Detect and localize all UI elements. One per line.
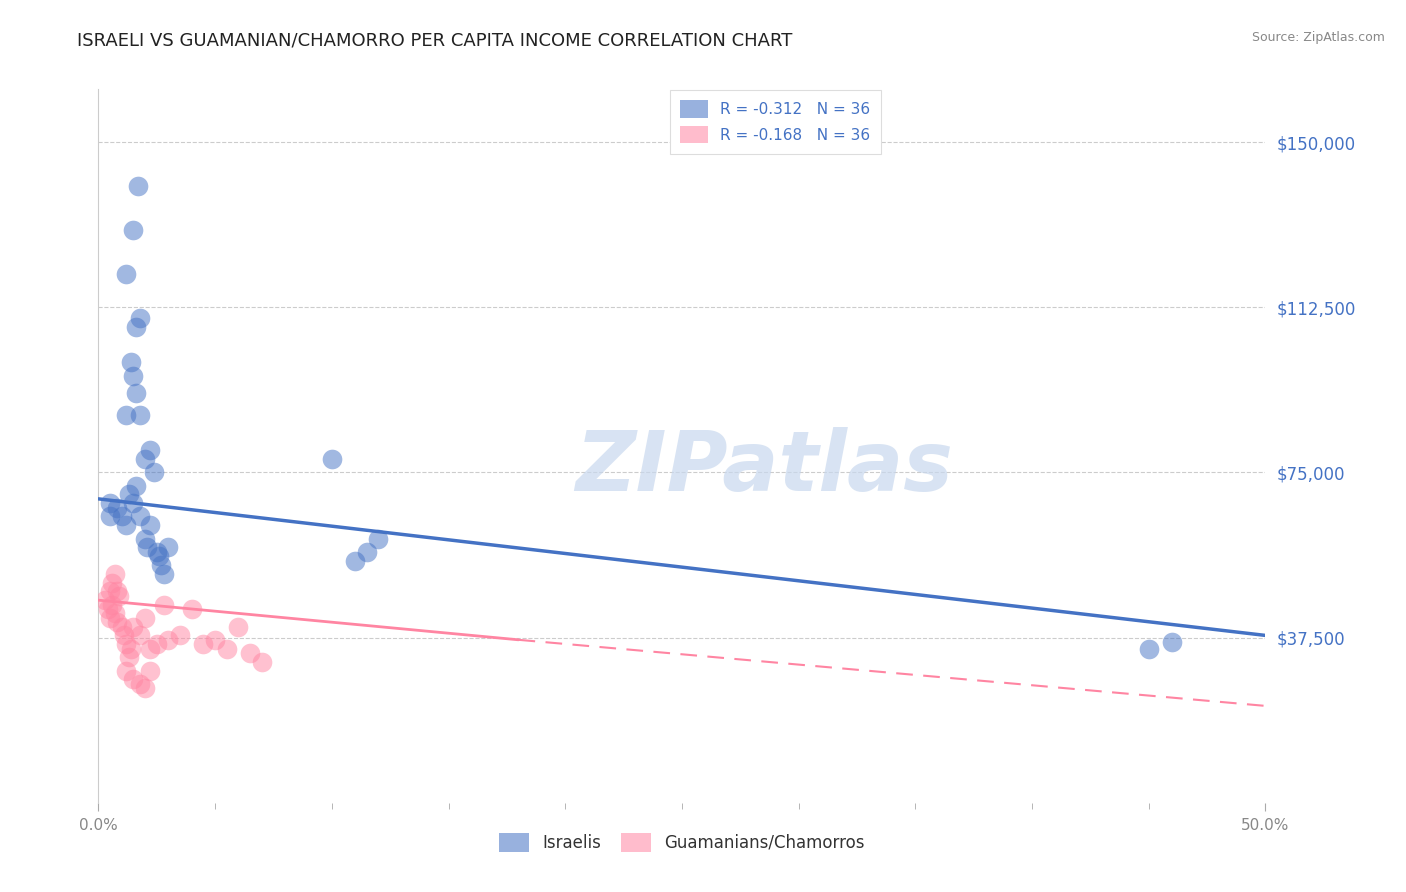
- Point: [204, 632, 226, 647]
- Text: ZIPatlas: ZIPatlas: [575, 427, 952, 508]
- Point: [239, 646, 262, 660]
- Point: [125, 478, 148, 492]
- Point: [228, 619, 250, 633]
- Point: [101, 598, 124, 612]
- Point: [152, 598, 174, 612]
- Point: [122, 368, 145, 383]
- Point: [136, 541, 159, 555]
- Point: [146, 637, 169, 651]
- Point: [157, 632, 180, 647]
- Point: [118, 487, 141, 501]
- Point: [321, 452, 343, 467]
- Point: [1137, 641, 1160, 656]
- Point: [169, 628, 191, 642]
- Text: Source: ZipAtlas.com: Source: ZipAtlas.com: [1251, 31, 1385, 45]
- Point: [98, 509, 121, 524]
- Point: [139, 664, 162, 678]
- Point: [134, 611, 156, 625]
- Point: [215, 641, 238, 656]
- Point: [115, 408, 138, 422]
- Point: [104, 566, 127, 581]
- Point: [97, 602, 120, 616]
- Point: [105, 500, 128, 515]
- Point: [112, 628, 135, 642]
- Point: [129, 311, 152, 326]
- Point: [118, 650, 141, 665]
- Point: [122, 673, 145, 687]
- Point: [98, 611, 121, 625]
- Point: [152, 566, 174, 581]
- Point: [120, 355, 142, 369]
- Point: [134, 532, 156, 546]
- Point: [105, 615, 128, 630]
- Point: [108, 589, 131, 603]
- Point: [134, 681, 156, 696]
- Point: [344, 553, 367, 567]
- Point: [125, 386, 148, 401]
- Text: ISRAELI VS GUAMANIAN/CHAMORRO PER CAPITA INCOME CORRELATION CHART: ISRAELI VS GUAMANIAN/CHAMORRO PER CAPITA…: [77, 31, 793, 49]
- Point: [250, 655, 273, 669]
- Point: [143, 466, 166, 480]
- Point: [148, 549, 170, 563]
- Point: [101, 575, 124, 590]
- Point: [115, 518, 138, 533]
- Point: [129, 408, 152, 422]
- Point: [356, 545, 378, 559]
- Point: [129, 509, 152, 524]
- Point: [180, 602, 202, 616]
- Point: [122, 223, 145, 237]
- Point: [139, 518, 162, 533]
- Point: [129, 628, 152, 642]
- Point: [150, 558, 173, 572]
- Point: [98, 496, 121, 510]
- Point: [115, 637, 138, 651]
- Point: [94, 593, 117, 607]
- Point: [129, 677, 152, 691]
- Point: [1161, 635, 1184, 649]
- Point: [104, 607, 127, 621]
- Point: [193, 637, 215, 651]
- Point: [105, 584, 128, 599]
- Point: [139, 641, 162, 656]
- Point: [367, 532, 389, 546]
- Point: [111, 619, 134, 633]
- Point: [115, 664, 138, 678]
- Point: [122, 619, 145, 633]
- Point: [134, 452, 156, 467]
- Point: [120, 641, 142, 656]
- Point: [125, 320, 148, 334]
- Point: [127, 179, 149, 194]
- Point: [111, 509, 134, 524]
- Point: [98, 584, 121, 599]
- Point: [122, 496, 145, 510]
- Point: [146, 545, 169, 559]
- Point: [139, 443, 162, 458]
- Legend: Israelis, Guamanians/Chamorros: Israelis, Guamanians/Chamorros: [492, 826, 872, 859]
- Point: [115, 267, 138, 281]
- Point: [157, 541, 180, 555]
